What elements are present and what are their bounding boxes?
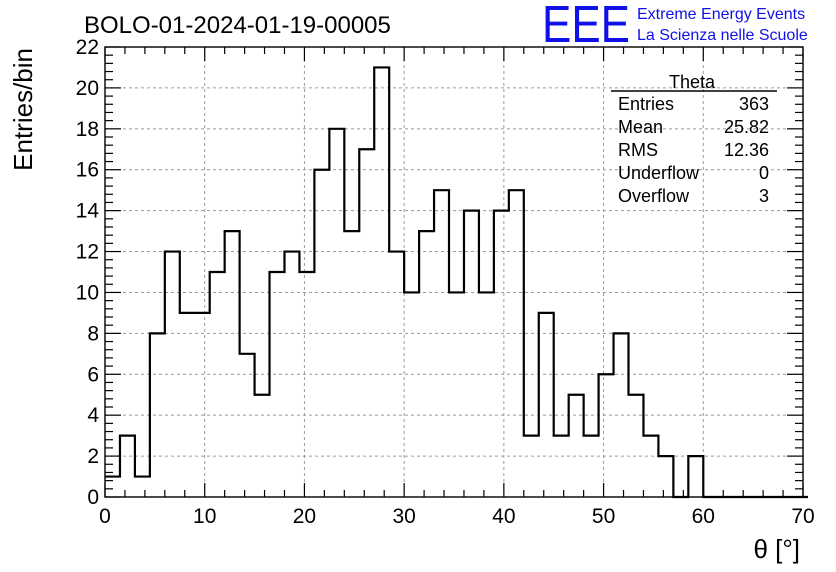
chart-title: BOLO-01-2024-01-19-00005 — [84, 12, 391, 39]
histogram-bin — [255, 395, 270, 497]
histogram-bin — [374, 67, 389, 497]
x-tick-label: 0 — [99, 505, 111, 528]
histogram-bin — [105, 477, 120, 497]
y-tick-label: 16 — [76, 159, 99, 182]
x-tick-label: 70 — [791, 505, 814, 528]
histogram-bin — [225, 231, 240, 497]
histogram-bin — [270, 272, 285, 497]
histogram-bin — [329, 129, 344, 497]
histogram-bin — [509, 190, 524, 497]
histogram-bin — [554, 436, 569, 497]
y-tick-label: 4 — [87, 404, 99, 427]
histogram-bin — [584, 436, 599, 497]
stats-row-label: Overflow — [618, 186, 690, 206]
stats-row-value: 363 — [739, 94, 769, 114]
x-tick-label: 50 — [592, 505, 615, 528]
eee-logo: EEE — [542, 0, 630, 54]
histogram-bin — [284, 252, 299, 497]
histogram-bin — [539, 313, 554, 497]
y-tick-label: 22 — [76, 36, 99, 59]
x-tick-label: 30 — [392, 505, 415, 528]
histogram-bin — [135, 477, 150, 497]
histogram-bin — [569, 395, 584, 497]
plot-frame — [104, 46, 804, 498]
histogram-bin — [165, 252, 180, 497]
histogram-bin — [195, 313, 210, 497]
histogram-bin — [688, 456, 703, 497]
stats-row-label: Underflow — [618, 163, 700, 183]
histogram-bin — [464, 211, 479, 497]
histogram-bin — [299, 272, 314, 497]
stats-row-label: RMS — [618, 140, 658, 160]
histogram-bin — [599, 374, 614, 497]
stats-box: Theta Entries 363 Mean 25.82 RMS 12.36 Underfl… — [611, 72, 777, 206]
histogram-bin — [180, 313, 195, 497]
brand-line-1: Extreme Energy Events — [637, 6, 805, 23]
histogram-bin — [419, 231, 434, 497]
stats-row-value: 3 — [759, 186, 769, 206]
histogram-bin — [120, 436, 135, 497]
x-tick-label: 20 — [293, 505, 316, 528]
stats-row-value: 25.82 — [724, 117, 769, 137]
stats-row-label: Entries — [618, 94, 674, 114]
y-tick-label: 8 — [87, 322, 99, 345]
y-tick-label: 20 — [76, 77, 99, 100]
histogram-bin — [404, 292, 419, 497]
y-tick-label: 2 — [87, 445, 99, 468]
y-tick-labels: 0 2 4 6 8 10 12 14 16 18 20 22 — [76, 36, 100, 509]
histogram-bin — [643, 436, 658, 497]
x-tick-labels: 0 10 20 30 40 50 60 70 — [99, 505, 815, 528]
x-tick-label: 60 — [692, 505, 715, 528]
histogram-bin — [524, 436, 539, 497]
stats-title: Theta — [669, 72, 716, 92]
histogram-bin — [494, 211, 509, 497]
histogram-bin — [658, 456, 673, 497]
histogram-outline — [105, 66, 808, 499]
stats-row-label: Mean — [618, 117, 663, 137]
y-tick-label: 6 — [87, 363, 99, 386]
stats-rows: Entries 363 Mean 25.82 RMS 12.36 Underflow 0 Ove… — [618, 94, 769, 206]
y-tick-label: 10 — [76, 281, 99, 304]
y-tick-label: 0 — [87, 486, 99, 509]
histogram-bin — [449, 292, 464, 497]
grid-lines — [105, 47, 803, 497]
x-tick-label: 10 — [193, 505, 216, 528]
histogram-bin — [434, 190, 449, 497]
histogram-bin — [240, 354, 255, 497]
histogram-bin — [344, 231, 359, 497]
x-axis-label: θ [°] — [753, 534, 800, 564]
histogram-bin — [629, 395, 644, 497]
histogram-bin — [150, 333, 165, 497]
y-tick-label: 12 — [76, 241, 99, 264]
histogram-series — [105, 66, 808, 499]
y-tick-label: 14 — [76, 200, 100, 223]
stats-row-value: 0 — [759, 163, 769, 183]
histogram-bin — [479, 292, 494, 497]
histogram-bin — [614, 333, 629, 497]
stats-row-value: 12.36 — [724, 140, 769, 160]
brand-line-2: La Scienza nelle Scuole — [637, 27, 808, 44]
histogram-bin — [359, 149, 374, 497]
y-axis-label: Entries/bin — [8, 48, 38, 171]
axis-ticks — [104, 46, 804, 498]
y-tick-label: 18 — [76, 118, 99, 141]
x-tick-label: 40 — [492, 505, 515, 528]
histogram-bin — [389, 252, 404, 497]
histogram-bin — [210, 272, 225, 497]
histogram-bin — [314, 170, 329, 497]
